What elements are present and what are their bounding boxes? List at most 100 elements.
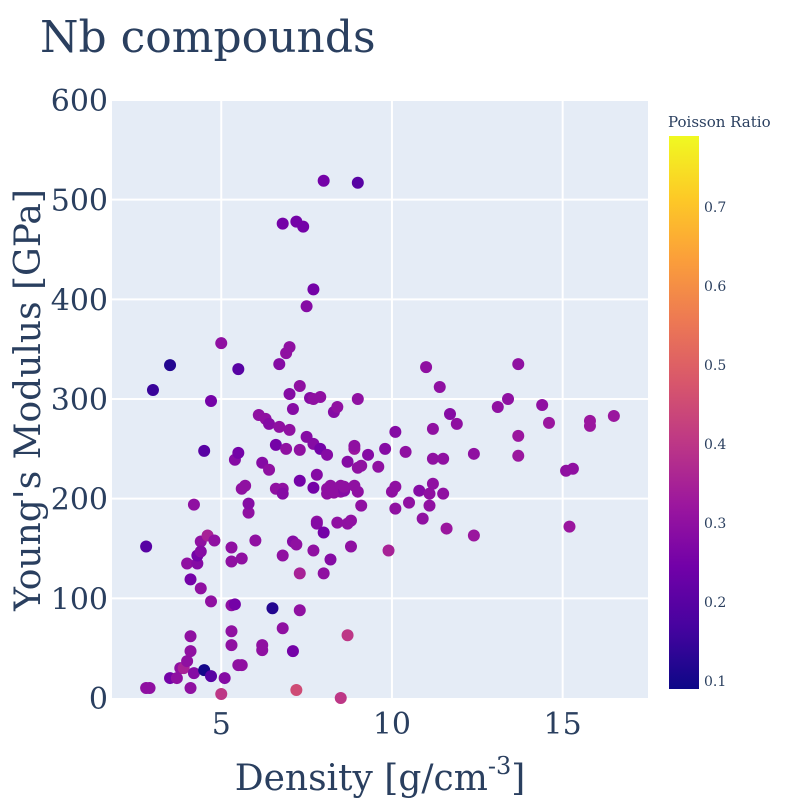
data-point[interactable]	[184, 645, 197, 658]
data-point[interactable]	[362, 448, 375, 461]
data-point[interactable]	[276, 487, 289, 500]
data-point[interactable]	[286, 402, 299, 415]
data-point[interactable]	[355, 459, 368, 472]
data-point[interactable]	[314, 391, 327, 404]
data-point[interactable]	[403, 496, 416, 509]
data-point[interactable]	[266, 602, 279, 615]
data-point[interactable]	[187, 667, 200, 680]
data-point[interactable]	[290, 538, 303, 551]
data-point[interactable]	[331, 400, 344, 413]
data-point[interactable]	[283, 388, 296, 401]
data-point[interactable]	[235, 659, 248, 672]
data-point[interactable]	[269, 438, 282, 451]
data-point[interactable]	[242, 497, 255, 510]
data-point[interactable]	[583, 419, 596, 432]
data-point[interactable]	[416, 512, 429, 525]
data-point[interactable]	[399, 445, 412, 458]
data-point[interactable]	[423, 487, 436, 500]
data-point[interactable]	[437, 452, 450, 465]
data-point[interactable]	[293, 380, 306, 393]
data-point[interactable]	[491, 400, 504, 413]
data-point[interactable]	[283, 341, 296, 354]
data-point[interactable]	[184, 630, 197, 643]
data-point[interactable]	[341, 455, 354, 468]
data-point[interactable]	[143, 682, 156, 695]
data-point[interactable]	[334, 692, 347, 704]
data-point[interactable]	[372, 460, 385, 473]
data-point[interactable]	[389, 480, 402, 493]
data-point[interactable]	[351, 393, 364, 405]
data-point[interactable]	[293, 474, 306, 487]
data-point[interactable]	[225, 541, 238, 554]
data-point[interactable]	[218, 672, 231, 685]
data-point[interactable]	[607, 409, 620, 422]
data-point[interactable]	[317, 567, 330, 580]
data-point[interactable]	[280, 442, 293, 455]
data-point[interactable]	[276, 217, 289, 230]
data-point[interactable]	[420, 361, 433, 374]
data-point[interactable]	[426, 422, 439, 435]
data-point[interactable]	[225, 625, 238, 638]
data-point[interactable]	[164, 359, 177, 372]
data-point[interactable]	[184, 573, 197, 586]
data-point[interactable]	[426, 477, 439, 490]
data-point[interactable]	[194, 582, 207, 595]
data-point[interactable]	[232, 363, 245, 376]
data-point[interactable]	[450, 417, 463, 430]
data-point[interactable]	[293, 443, 306, 456]
data-point[interactable]	[170, 672, 183, 685]
data-point[interactable]	[181, 557, 194, 570]
data-point[interactable]	[467, 529, 480, 542]
data-point[interactable]	[512, 449, 525, 462]
data-point[interactable]	[321, 448, 334, 461]
data-point[interactable]	[426, 452, 439, 465]
data-point[interactable]	[194, 545, 207, 558]
data-point[interactable]	[512, 429, 525, 442]
data-point[interactable]	[249, 534, 262, 547]
data-point[interactable]	[338, 480, 351, 493]
data-point[interactable]	[389, 425, 402, 438]
data-point[interactable]	[205, 670, 218, 683]
data-point[interactable]	[563, 520, 576, 533]
data-point[interactable]	[440, 522, 453, 535]
data-point[interactable]	[344, 540, 357, 553]
data-point[interactable]	[443, 407, 456, 420]
data-point[interactable]	[307, 283, 320, 296]
data-point[interactable]	[242, 506, 255, 519]
data-point[interactable]	[341, 629, 354, 642]
data-point[interactable]	[276, 549, 289, 562]
data-point[interactable]	[536, 398, 549, 411]
data-point[interactable]	[140, 540, 153, 553]
data-point[interactable]	[181, 655, 194, 668]
data-point[interactable]	[187, 498, 200, 511]
data-point[interactable]	[239, 479, 252, 492]
data-point[interactable]	[263, 463, 276, 476]
data-point[interactable]	[293, 567, 306, 580]
data-point[interactable]	[286, 645, 299, 658]
data-point[interactable]	[331, 516, 344, 529]
data-point[interactable]	[389, 502, 402, 515]
data-point[interactable]	[512, 358, 525, 371]
data-point[interactable]	[307, 544, 320, 557]
data-point[interactable]	[205, 595, 218, 608]
data-point[interactable]	[413, 484, 426, 497]
data-point[interactable]	[205, 394, 218, 407]
data-point[interactable]	[273, 420, 286, 433]
data-point[interactable]	[566, 462, 579, 475]
data-point[interactable]	[225, 639, 238, 652]
data-point[interactable]	[300, 300, 313, 313]
data-point[interactable]	[467, 447, 480, 460]
data-point[interactable]	[433, 381, 446, 394]
data-point[interactable]	[379, 442, 392, 455]
data-point[interactable]	[215, 688, 228, 701]
data-point[interactable]	[317, 174, 330, 187]
data-point[interactable]	[542, 416, 555, 429]
data-point[interactable]	[198, 444, 211, 457]
data-point[interactable]	[232, 446, 245, 459]
data-point[interactable]	[293, 604, 306, 617]
data-point[interactable]	[235, 552, 248, 565]
data-point[interactable]	[324, 553, 337, 566]
data-point[interactable]	[208, 534, 221, 547]
data-point[interactable]	[228, 598, 241, 611]
data-point[interactable]	[310, 517, 323, 530]
